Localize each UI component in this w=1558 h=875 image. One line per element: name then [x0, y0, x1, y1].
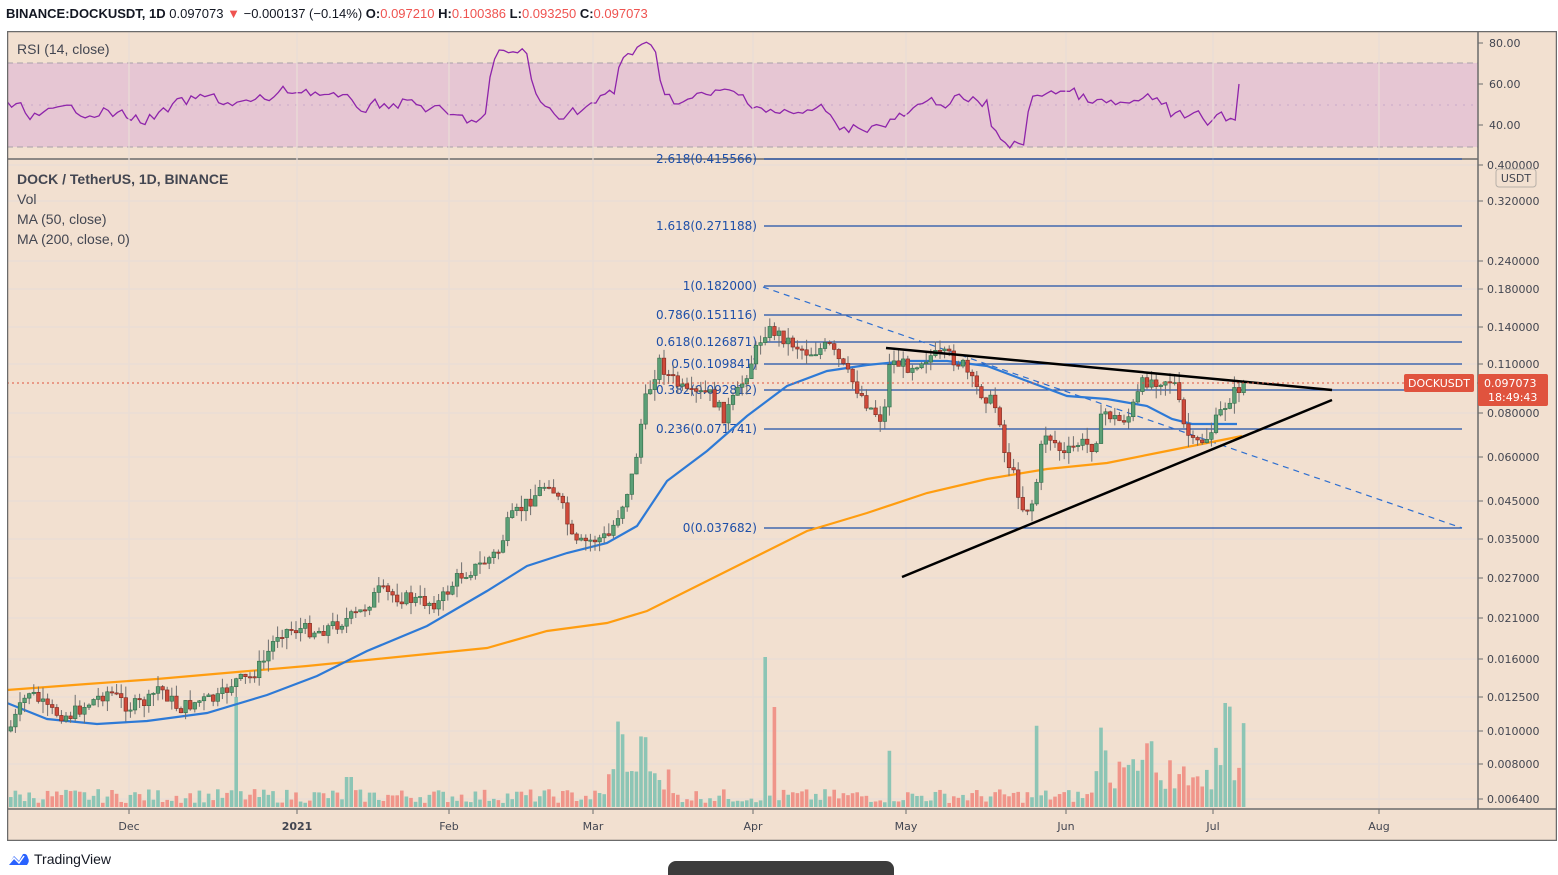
time-tick: Feb — [439, 820, 458, 833]
main-legend: DOCK / TetherUS, 1D, BINANCE Vol MA (50,… — [17, 171, 228, 247]
countdown-timer: 18:49:43 — [1488, 391, 1537, 404]
legend-ma200[interactable]: MA (200, close, 0) — [17, 231, 130, 247]
price-change: −0.000137 (−0.14%) — [243, 6, 363, 21]
low-label: L: — [509, 6, 522, 21]
chart-border — [7, 31, 1557, 841]
open-value: 0.097210 — [380, 6, 435, 21]
price-tick: 0.008000 — [1487, 758, 1540, 771]
price-tick: 0.060000 — [1487, 451, 1540, 464]
price-tick: 0.110000 — [1487, 358, 1540, 371]
rsi-band — [7, 63, 1478, 147]
price-tick: 0.010000 — [1487, 725, 1540, 738]
fib-level-label: 2.618(0.415566) — [656, 152, 757, 166]
time-tick: Aug — [1368, 820, 1389, 833]
price-tick: 0.006400 — [1487, 793, 1540, 806]
symbol-tag-label: DOCKUSDT — [1408, 377, 1470, 390]
fib-level-label: 0(0.037682) — [683, 521, 757, 535]
fib-level-label: 0.236(0.071741) — [656, 422, 757, 436]
legend-vol[interactable]: Vol — [17, 191, 36, 207]
open-label: O: — [365, 6, 381, 21]
price-tick: 0.045000 — [1487, 495, 1540, 508]
symbol-title[interactable]: BINANCE:DOCKUSDT, 1D — [6, 6, 166, 21]
tradingview-cloud-icon — [7, 853, 29, 866]
currency-label: USDT — [1501, 172, 1532, 185]
price-tick: 0.320000 — [1487, 195, 1540, 208]
price-tick: 0.027000 — [1487, 572, 1540, 585]
triangle-down-icon: ▼ — [227, 6, 240, 21]
last-price-axis-value: 0.097073 — [1484, 377, 1537, 390]
brand-name: TradingView — [34, 851, 112, 867]
grid-lines — [7, 31, 1478, 809]
volume-bars — [9, 657, 1246, 807]
rsi-line — [7, 41, 1240, 149]
time-tick: Apr — [743, 820, 763, 833]
symbol-price-tag: DOCKUSDT — [1404, 374, 1474, 392]
price-tick: 0.021000 — [1487, 612, 1540, 625]
rsi-pane[interactable]: RSI (14, close) — [7, 31, 1478, 159]
chart-canvas[interactable]: RSI (14, close) 2.618(0.415566) 1.618(0.2… — [7, 31, 1557, 841]
close-value: 0.097073 — [593, 6, 648, 21]
rsi-title: RSI (14, close) — [17, 41, 110, 57]
footer: TradingView — [0, 848, 1558, 871]
high-value: 0.100386 — [451, 6, 507, 21]
currency-badge[interactable] — [1495, 168, 1537, 188]
tradingview-logo[interactable]: TradingView — [6, 851, 111, 867]
fib-level-label: 0.786(0.151116) — [656, 308, 757, 322]
rsi-tick: 80.00 — [1489, 37, 1521, 50]
time-tick: May — [895, 820, 918, 833]
price-tick: 0.180000 — [1487, 283, 1540, 296]
low-value: 0.093250 — [521, 6, 577, 21]
chart-container[interactable]: RSI (14, close) 2.618(0.415566) 1.618(0.2… — [7, 31, 1557, 841]
time-tick: Mar — [583, 820, 604, 833]
symbol-header: BINANCE:DOCKUSDT, 1D 0.097073 ▼ −0.00013… — [0, 0, 1558, 30]
time-tick: Jun — [1056, 820, 1074, 833]
price-tick: 0.016000 — [1487, 653, 1540, 666]
legend-ma50[interactable]: MA (50, close) — [17, 211, 106, 227]
dashed-trend-line[interactable] — [762, 286, 1463, 529]
time-tick: Dec — [118, 820, 139, 833]
last-price: 0.097073 — [169, 6, 224, 21]
fib-level-label: 1.618(0.271188) — [656, 219, 757, 233]
scroll-handle[interactable] — [668, 861, 894, 875]
time-tick: 2021 — [282, 820, 313, 833]
fib-level-label: 1(0.182000) — [683, 279, 757, 293]
price-tick: 0.080000 — [1487, 407, 1540, 420]
price-tick: 0.035000 — [1487, 533, 1540, 546]
close-label: C: — [579, 6, 594, 21]
ma200-line — [7, 434, 1243, 692]
last-price-badge — [1478, 374, 1548, 406]
price-tick: 0.240000 — [1487, 255, 1540, 268]
price-tick: 0.012500 — [1487, 691, 1540, 704]
rsi-tick: 60.00 — [1489, 78, 1521, 91]
legend-symbol[interactable]: DOCK / TetherUS, 1D, BINANCE — [17, 171, 228, 187]
time-tick: Jul — [1205, 820, 1219, 833]
ma50-line — [7, 359, 1237, 726]
high-label: H: — [438, 6, 452, 21]
fib-level-label: 0.5(0.109841) — [671, 357, 757, 371]
price-tick: 0.140000 — [1487, 321, 1540, 334]
chart-background — [7, 31, 1557, 841]
time-axis[interactable]: Dec 2021 Feb Mar Apr May Jun Jul Aug — [7, 808, 1557, 841]
rsi-tick: 40.00 — [1489, 119, 1521, 132]
triangle-support-line[interactable] — [901, 398, 1333, 579]
candlesticks — [8, 318, 1246, 733]
fib-level-label: 0.618(0.126871) — [656, 335, 757, 349]
